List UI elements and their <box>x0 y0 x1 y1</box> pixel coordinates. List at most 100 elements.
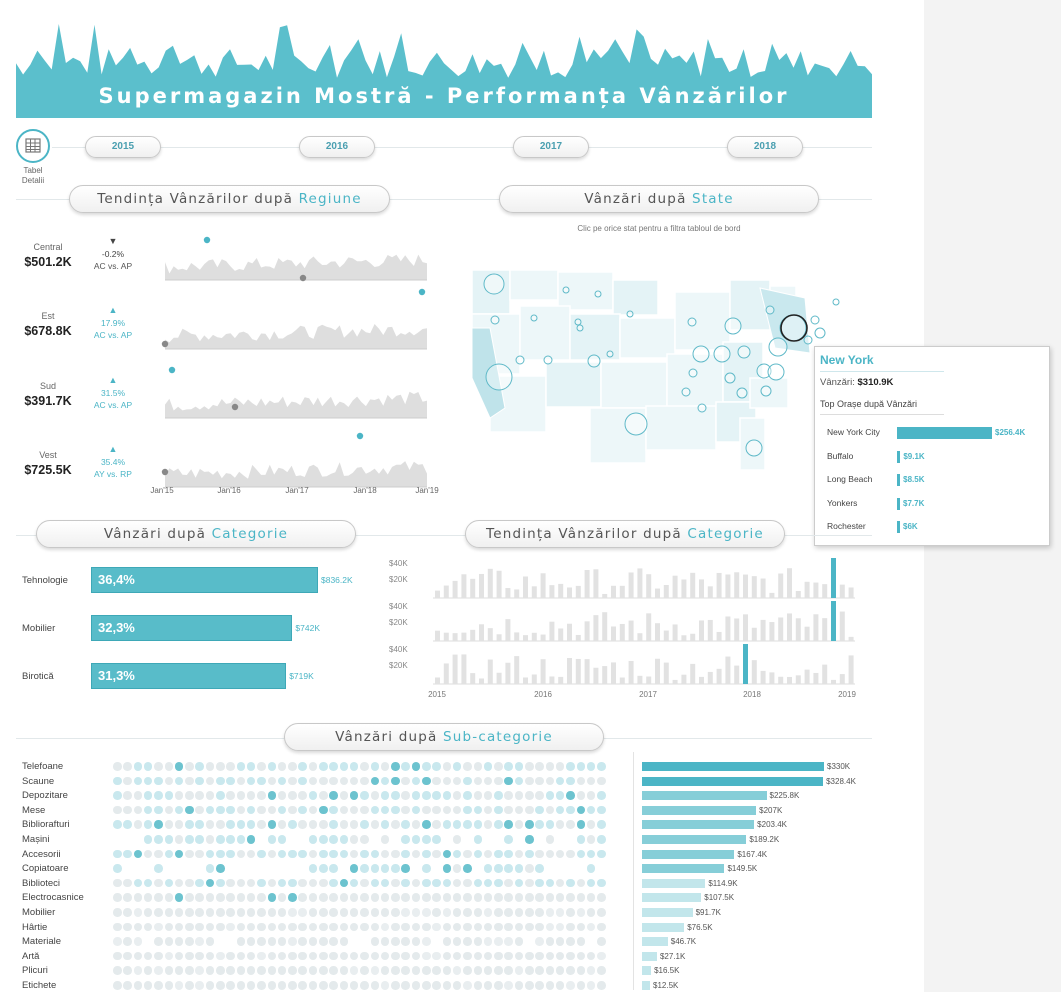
subcategory-dot <box>174 849 184 859</box>
map-state-bubble[interactable] <box>767 363 785 381</box>
map-state-region[interactable] <box>509 269 559 301</box>
year-button-2016[interactable]: 2016 <box>299 136 375 158</box>
us-map[interactable] <box>460 258 860 483</box>
map-state-region[interactable] <box>674 291 731 351</box>
category-trend-bar <box>813 614 819 641</box>
map-state-bubble[interactable] <box>724 372 736 384</box>
map-state-region[interactable] <box>645 405 717 451</box>
map-state-region[interactable] <box>749 377 789 409</box>
subcategory-dot <box>566 820 575 829</box>
year-button-2018[interactable]: 2018 <box>727 136 803 158</box>
subcategory-bar[interactable] <box>642 776 824 786</box>
category-trend-bar <box>699 676 704 684</box>
subcategory-bar[interactable] <box>642 937 668 947</box>
region-peak-dot <box>168 366 176 374</box>
map-state-bubble[interactable] <box>490 315 500 325</box>
map-state-bubble[interactable] <box>760 385 772 397</box>
category-trend-bar <box>769 672 775 684</box>
subcategory-bar[interactable] <box>642 966 652 976</box>
map-state-region[interactable] <box>519 305 571 361</box>
subcategory-dot <box>113 820 122 829</box>
subcategory-bar[interactable] <box>642 805 757 815</box>
map-state-bubble[interactable] <box>692 345 710 363</box>
map-state-bubble[interactable] <box>814 327 826 339</box>
subcategory-dot <box>360 762 369 771</box>
subcategory-bar[interactable] <box>642 849 735 859</box>
map-state-bubble[interactable] <box>626 310 634 318</box>
map-state-bubble[interactable] <box>681 387 691 397</box>
subcategory-bar[interactable] <box>642 820 755 830</box>
map-state-bubble[interactable] <box>724 317 742 335</box>
subcategory-dot <box>185 835 194 844</box>
map-state-bubble[interactable] <box>483 273 505 295</box>
map-state-bubble[interactable] <box>810 315 820 325</box>
map-state-bubble[interactable] <box>576 324 584 332</box>
map-selected-bubble[interactable] <box>780 314 808 342</box>
map-state-bubble[interactable] <box>768 337 788 357</box>
category-bar[interactable]: 32,3% <box>91 615 293 641</box>
subcategory-bar[interactable] <box>642 835 747 844</box>
category-trend-bar <box>751 627 757 641</box>
section-divider-region <box>16 199 872 200</box>
subcategory-dot <box>226 805 235 815</box>
subcategory-bar[interactable] <box>642 922 685 932</box>
map-state-region[interactable] <box>612 279 659 316</box>
details-table-button[interactable] <box>16 129 50 163</box>
map-state-bubble[interactable] <box>606 350 614 358</box>
map-state-bubble[interactable] <box>737 345 751 359</box>
map-state-bubble[interactable] <box>765 305 775 315</box>
subcategory-bar[interactable] <box>642 908 693 917</box>
subcategory-dot <box>339 762 349 771</box>
map-state-bubble[interactable] <box>832 298 840 306</box>
map-state-bubble[interactable] <box>736 387 748 399</box>
subcategory-dot <box>267 820 276 829</box>
subcategory-dot <box>195 849 204 859</box>
map-state-region[interactable] <box>569 313 621 361</box>
map-state-bubble[interactable] <box>530 314 538 322</box>
map-state-bubble[interactable] <box>756 363 772 379</box>
subcategory-bar[interactable] <box>642 864 725 874</box>
category-bar[interactable]: 31,3% <box>91 663 287 689</box>
map-state-bubble[interactable] <box>713 345 731 363</box>
category-trend-bar <box>734 665 740 684</box>
map-state-bubble[interactable] <box>515 355 525 365</box>
subcategory-bar[interactable] <box>642 981 650 990</box>
map-state-northeast[interactable] <box>759 287 811 354</box>
map-state-bubble[interactable] <box>745 439 763 457</box>
subcategory-bar[interactable] <box>642 893 702 903</box>
subcategory-bar[interactable] <box>642 951 657 961</box>
subcategory-bar[interactable] <box>642 878 706 888</box>
map-state-region[interactable] <box>666 353 724 411</box>
map-state-bubble[interactable] <box>697 403 707 413</box>
map-state-bubble[interactable] <box>594 290 602 298</box>
category-trend-bar <box>628 660 634 684</box>
map-state-california[interactable] <box>471 327 506 419</box>
map-state-bubble[interactable] <box>587 354 601 368</box>
map-state-region[interactable] <box>600 361 668 409</box>
map-state-region[interactable] <box>471 269 511 315</box>
map-state-bubble[interactable] <box>803 335 813 345</box>
map-state-bubble[interactable] <box>624 412 648 436</box>
map-state-bubble[interactable] <box>574 318 582 326</box>
subcategory-dot <box>257 820 266 829</box>
subcategory-dot <box>298 762 307 771</box>
subcategory-dot <box>391 966 400 975</box>
subcategory-bar[interactable] <box>642 762 824 771</box>
map-state-region[interactable] <box>545 361 602 408</box>
region-value: $391.7K <box>24 394 72 408</box>
map-state-bubble[interactable] <box>562 286 570 294</box>
map-state-bubble[interactable] <box>687 317 697 327</box>
map-state-bubble[interactable] <box>543 355 553 365</box>
region-compare: AC vs. AP <box>93 400 133 410</box>
subcategory-bar[interactable] <box>642 791 767 801</box>
map-state-region[interactable] <box>589 407 647 464</box>
map-state-region[interactable] <box>557 271 614 311</box>
year-button-2015[interactable]: 2015 <box>85 136 161 158</box>
map-state-bubble[interactable] <box>688 368 698 378</box>
map-state-bubble[interactable] <box>485 363 513 391</box>
map-state-region[interactable] <box>619 317 676 359</box>
category-bar[interactable]: 36,4% <box>91 567 318 593</box>
subcategory-dot <box>257 791 266 800</box>
subcategory-dot <box>545 805 555 815</box>
year-button-2017[interactable]: 2017 <box>513 136 589 158</box>
